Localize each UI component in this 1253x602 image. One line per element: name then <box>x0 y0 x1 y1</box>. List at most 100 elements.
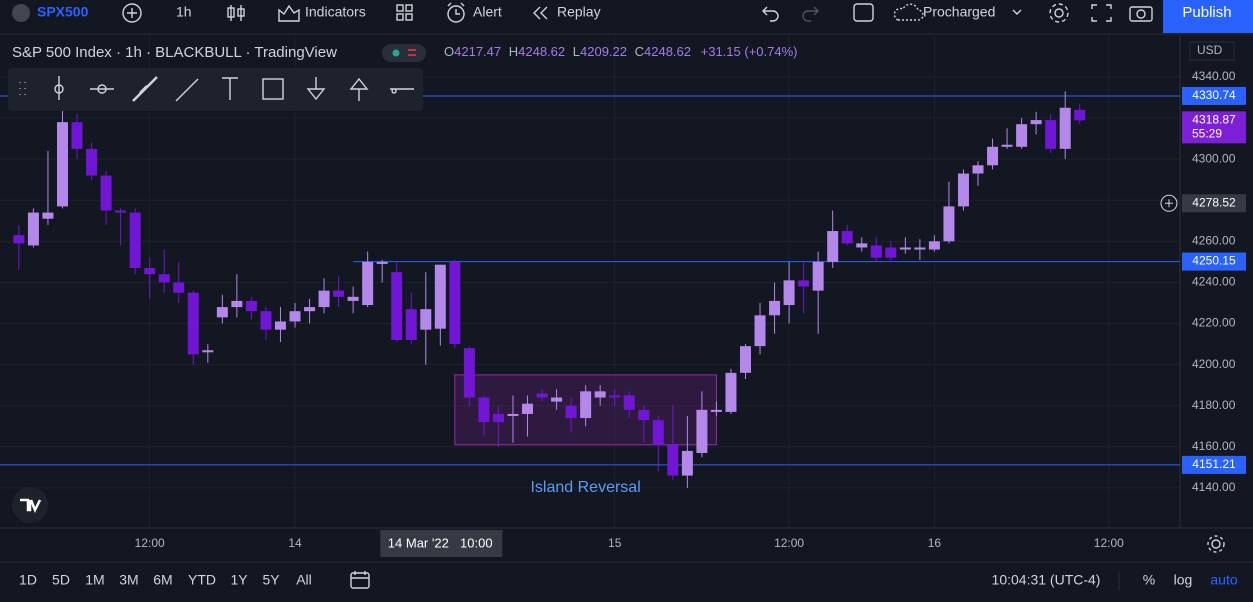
candle-body <box>827 231 839 262</box>
crosshair-time-tag <box>380 530 503 557</box>
layout-name[interactable]: Procharged <box>923 4 995 20</box>
x-tick-label: 15 <box>608 536 622 550</box>
percent-toggle[interactable]: % <box>1143 572 1155 588</box>
legend-title: S&P 500 Index · 1h · BLACKBULL · Trading… <box>12 44 337 61</box>
alert[interactable]: Alert <box>473 4 502 20</box>
crosshair-time: 10:00 <box>460 535 493 550</box>
fullscreen-icon[interactable] <box>1091 4 1112 22</box>
interval[interactable]: 1h <box>176 4 192 20</box>
publish[interactable]: Publish <box>1182 4 1231 21</box>
templates-icon[interactable] <box>396 4 413 21</box>
candle-body <box>260 311 272 330</box>
candle-body <box>957 173 969 207</box>
replay-icon[interactable] <box>533 6 548 20</box>
range-button[interactable]: YTD <box>188 572 216 588</box>
x-tick-label: 12:00 <box>774 536 804 550</box>
x-tick-label: 16 <box>928 536 942 550</box>
range-button[interactable]: All <box>296 572 312 588</box>
candle-body <box>1030 120 1042 125</box>
range-button[interactable]: 3M <box>119 572 138 588</box>
alert-icon[interactable] <box>447 2 465 23</box>
candle-body <box>187 292 199 355</box>
countdown: 55:29 <box>1192 127 1222 141</box>
candle-body <box>129 212 141 269</box>
price-tag-label: 4330.74 <box>1192 88 1236 102</box>
date-range-icon[interactable] <box>350 571 370 589</box>
candle-body <box>463 348 475 398</box>
candle-body <box>551 397 563 402</box>
symbol[interactable]: SPX500 <box>37 4 89 20</box>
screenshot-icon[interactable] <box>1129 6 1153 22</box>
y-tick-label: 4260.00 <box>1192 233 1236 247</box>
add-alert-icon[interactable] <box>1160 194 1178 212</box>
candle-body <box>216 307 228 318</box>
log-toggle[interactable]: log <box>1174 572 1193 588</box>
currency[interactable]: USD <box>1197 43 1223 57</box>
candle-body <box>943 206 955 242</box>
candle-body <box>987 146 999 166</box>
candle-body <box>783 280 795 306</box>
candle-body <box>333 290 345 297</box>
y-tick-label: 4200.00 <box>1192 357 1236 371</box>
undo-icon[interactable] <box>762 6 779 22</box>
candle-body <box>100 175 112 211</box>
ohlc-value: 4209.22 <box>580 44 627 59</box>
candle-body <box>27 212 39 246</box>
candle-body <box>231 300 243 308</box>
redo-icon[interactable] <box>802 6 819 22</box>
price-tag <box>1182 455 1246 474</box>
price-tag-label: 4151.21 <box>1192 457 1236 471</box>
candle-body <box>289 311 301 322</box>
axis-settings-icon[interactable] <box>1207 535 1225 553</box>
range-button[interactable]: 6M <box>153 572 172 588</box>
candle-body <box>115 210 127 213</box>
replay[interactable]: Replay <box>557 4 601 20</box>
add-symbol-icon[interactable] <box>122 3 142 23</box>
candle-body <box>522 403 534 414</box>
candle-body <box>638 409 650 421</box>
candle-body <box>1001 144 1013 147</box>
candle-body <box>652 420 664 445</box>
annotation-text: Island Reversal <box>530 479 640 496</box>
indicators-icon[interactable] <box>278 4 300 22</box>
y-tick-label: 4220.00 <box>1192 316 1236 330</box>
layout-icon[interactable] <box>853 3 874 22</box>
candle-body <box>507 413 519 417</box>
range-button[interactable]: 1M <box>85 572 104 588</box>
ohlc-change: +31.15 (+0.74%) <box>701 44 798 59</box>
ohlc-label: H <box>509 44 518 59</box>
candle-body <box>376 261 388 264</box>
publish-button[interactable] <box>1163 0 1253 33</box>
candle-body <box>870 245 882 258</box>
chevron[interactable] <box>1012 9 1022 15</box>
candle-body <box>449 261 461 345</box>
candle-body <box>1016 124 1028 147</box>
drawing-toolbar <box>8 68 423 111</box>
settings-icon[interactable] <box>1049 3 1069 23</box>
candle-body <box>899 247 911 250</box>
ohlc-label: L <box>573 44 580 59</box>
candle-body <box>972 165 984 174</box>
crosshair-date: 14 Mar '22 <box>388 535 449 550</box>
candle-body <box>885 247 897 258</box>
range-button[interactable]: 1D <box>19 572 37 588</box>
candle-body <box>725 372 737 412</box>
indicators[interactable]: Indicators <box>305 4 366 20</box>
y-tick-label: 4160.00 <box>1192 439 1236 453</box>
candle-body <box>594 391 606 398</box>
range-button[interactable]: 1Y <box>230 572 248 588</box>
candle-body <box>928 241 940 250</box>
candle-body <box>841 231 853 244</box>
candle-body <box>739 346 751 373</box>
auto-toggle[interactable]: auto <box>1210 572 1237 588</box>
range-button[interactable]: 5D <box>52 572 70 588</box>
chart-type-icon[interactable] <box>227 5 245 21</box>
candle-body <box>245 300 257 312</box>
range-button[interactable]: 5Y <box>262 572 280 588</box>
ohlc-label: O <box>444 44 454 59</box>
candle-body <box>1045 120 1057 149</box>
last-price-tag <box>1182 111 1246 144</box>
x-tick-label: 12:00 <box>135 536 165 550</box>
candle-body <box>71 122 83 149</box>
candle-body <box>86 148 98 176</box>
